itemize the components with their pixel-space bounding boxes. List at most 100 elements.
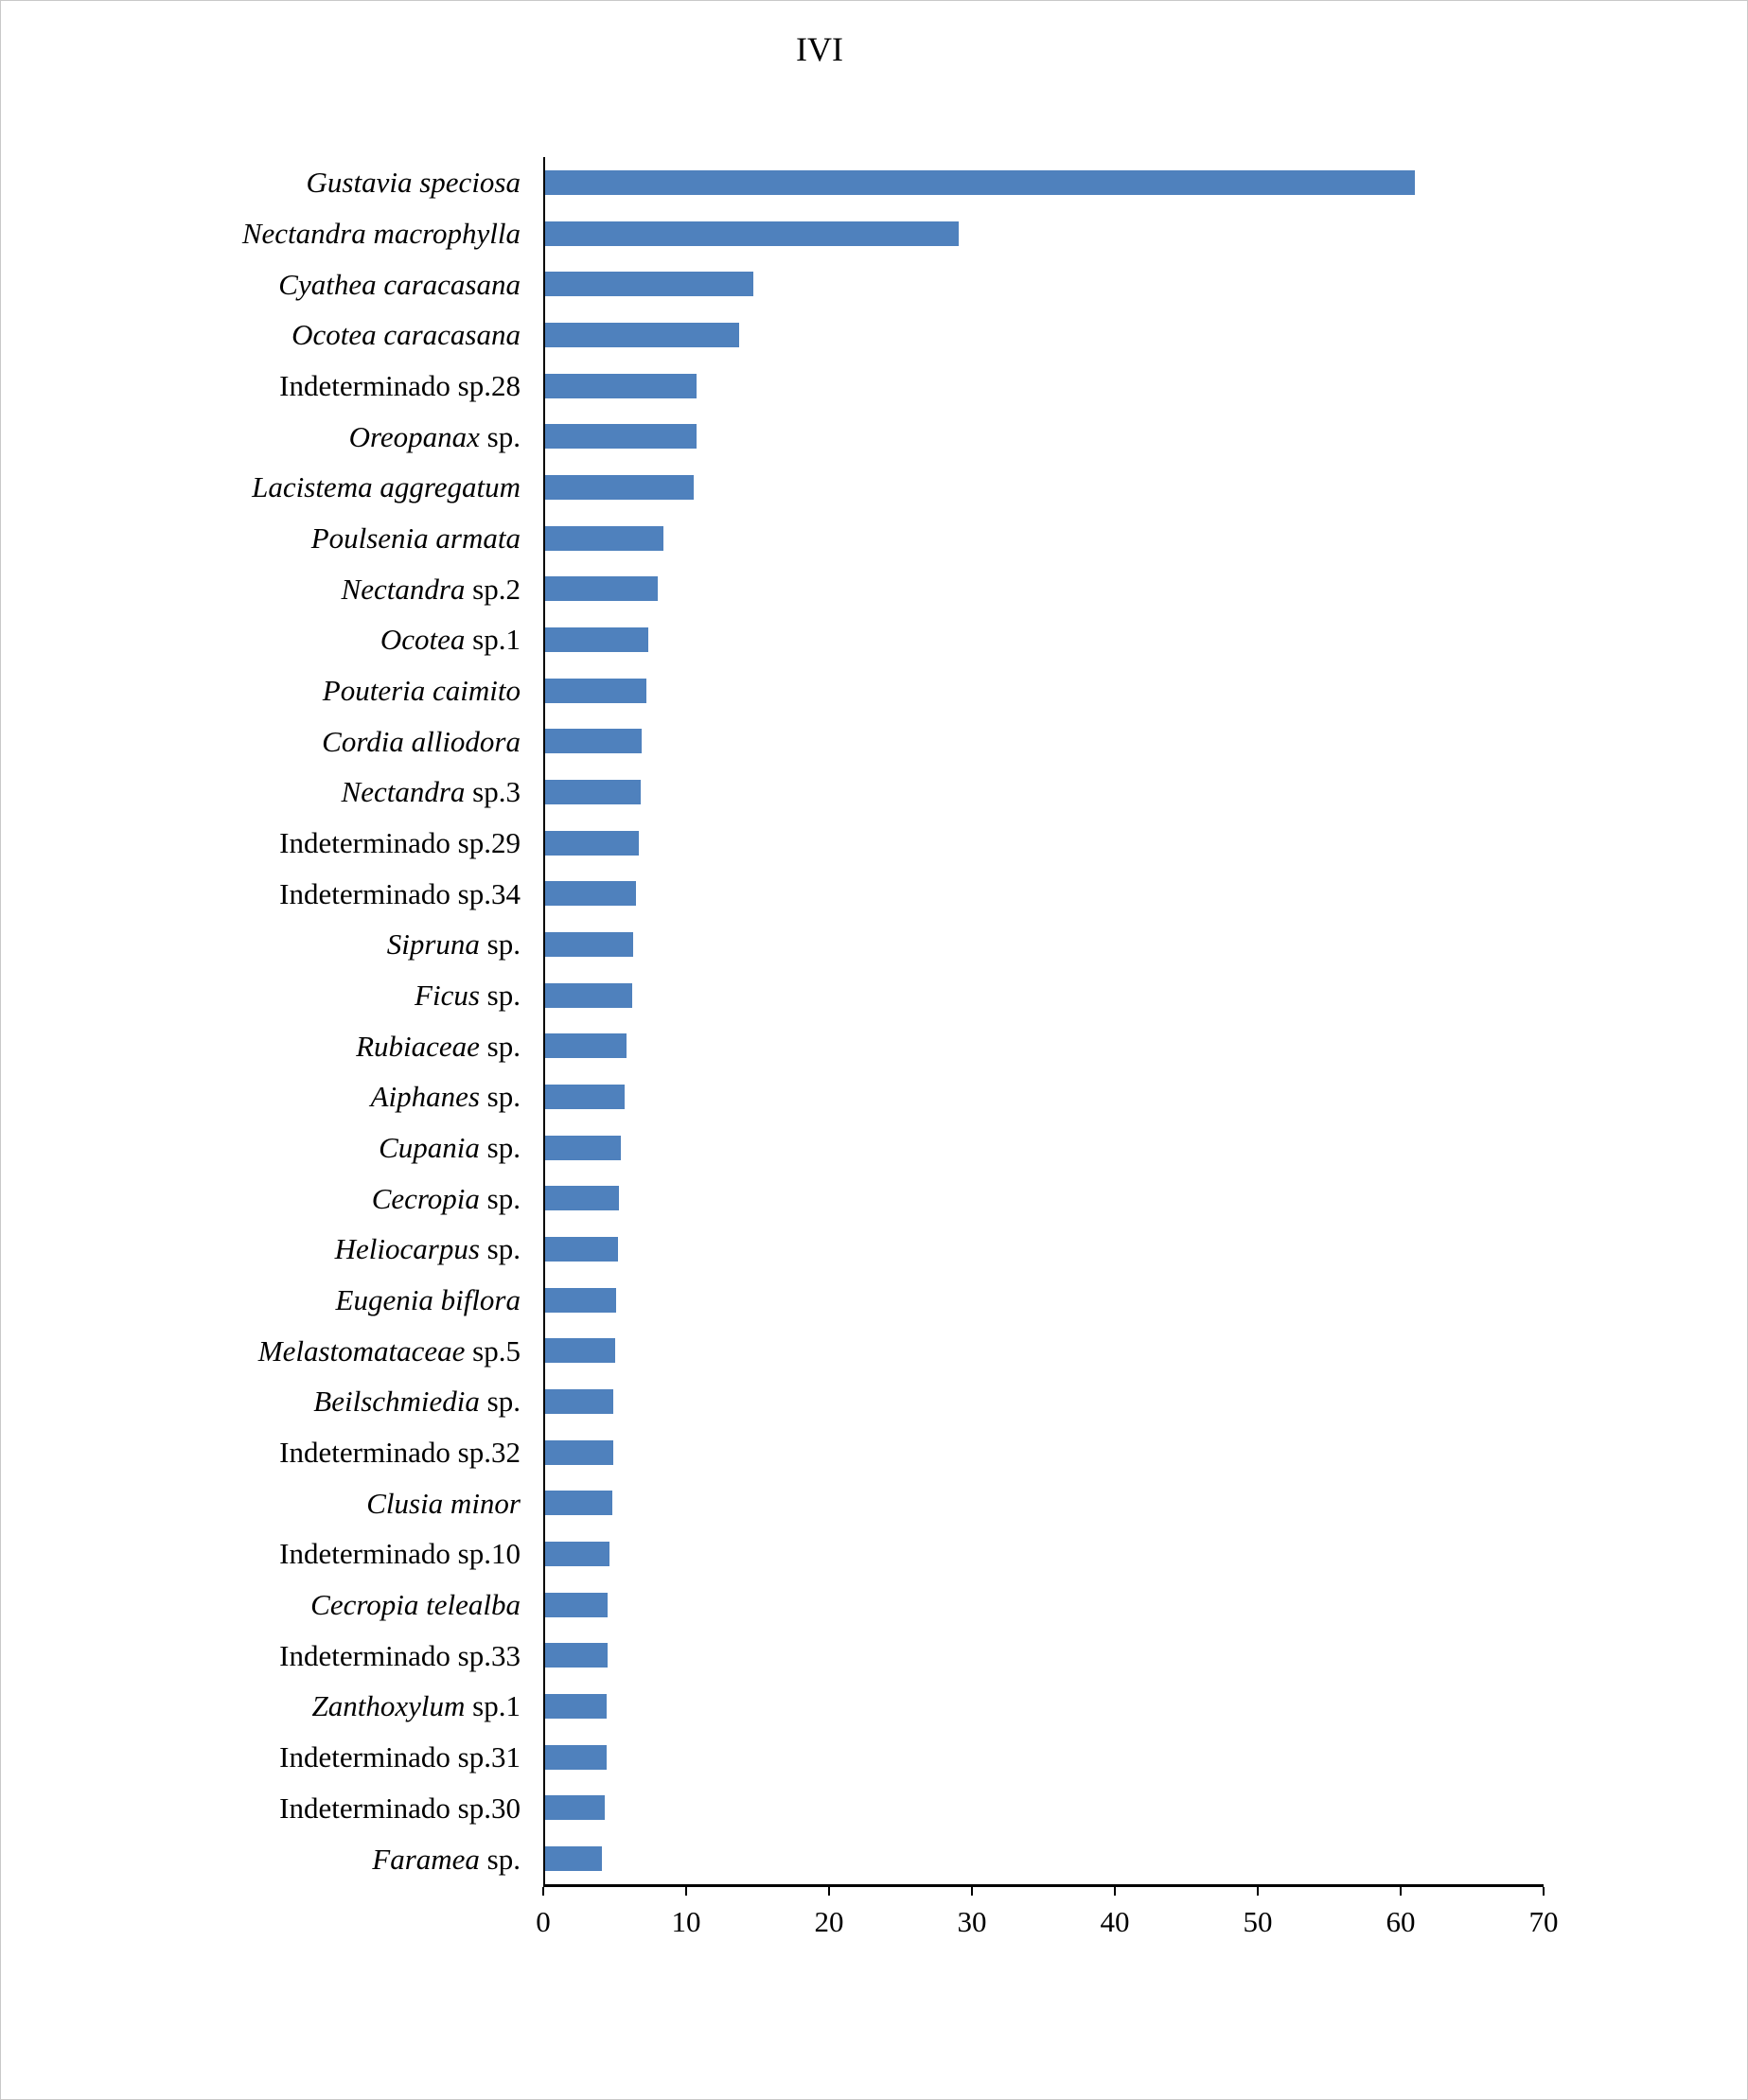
x-tick-mark [971,1887,973,1896]
bar-row: Nectandra sp.2 [342,563,1544,614]
bar [545,221,960,246]
bar [545,1287,617,1313]
bar [545,729,643,754]
category-label: Cupania sp. [379,1133,521,1162]
category-label-italic-part: Ocotea caracasana [291,318,521,352]
bar-row: Faramea sp. [372,1833,1544,1884]
category-label-italic-part: Cecropia [371,1181,480,1215]
bar [545,1186,620,1211]
bar-row: Beilschmiedia sp. [313,1376,1544,1427]
category-label-italic-part: Pouteria caimito [322,674,521,708]
bar [545,576,659,602]
category-label: Nectandra sp.2 [342,574,521,604]
category-label: Ocotea caracasana [291,320,521,349]
bar-row: Nectandra macrophylla [242,208,1544,259]
bar-row: Poulsenia armata [311,513,1544,564]
category-label-plain-part: sp. [479,1029,521,1063]
bar-row: Heliocarpus sp. [335,1224,1544,1275]
category-label: Indeterminado sp.32 [279,1438,521,1467]
category-label: Indeterminado sp.29 [279,828,521,857]
bar [545,169,1416,195]
chart-title: IVI [796,30,843,68]
category-label: Cordia alliodora [322,727,521,756]
bar-row: Indeterminado sp.29 [279,818,1544,869]
bar [545,982,632,1008]
category-label: Indeterminado sp.34 [279,879,521,909]
bar-row: Cupania sp. [379,1122,1544,1174]
bar [545,1388,614,1414]
bars-container: Gustavia speciosa Nectandra macrophylla Cy… [242,157,1544,1884]
category-label-italic-part: Melastomataceae [257,1333,466,1368]
bar [545,1744,607,1770]
category-label-italic-part: Nectandra [341,775,466,809]
category-label-italic-part: Sipruna [386,927,480,962]
category-label-plain-part: sp.1 [465,623,521,657]
bar-row: Sipruna sp. [387,919,1544,970]
category-label: Indeterminado sp.28 [279,371,521,400]
category-label: Gustavia speciosa [307,168,521,197]
category-label-italic-part: Cupania [379,1131,480,1165]
category-label-plain-part: Indeterminado sp.34 [279,876,521,910]
category-label: Ficus sp. [415,980,521,1010]
category-label-italic-part: Eugenia biflora [335,1283,521,1317]
category-label: Indeterminado sp.31 [279,1742,521,1772]
bar-row: Indeterminado sp.28 [279,361,1544,412]
bar-row: Eugenia biflora [336,1275,1544,1326]
category-label-italic-part: Faramea [372,1842,480,1876]
category-label: Cecropia telealba [310,1590,521,1619]
category-label-italic-part: Lacistema aggregatum [252,470,521,504]
category-label-plain-part: Indeterminado sp.10 [279,1537,521,1571]
x-tick-label: 30 [957,1905,987,1938]
bar-row: Zanthoxylum sp.1 [312,1681,1544,1732]
bar-row: Cordia alliodora [322,715,1544,767]
category-label: Poulsenia armata [311,523,521,553]
x-tick-label: 40 [1100,1905,1130,1938]
category-label-plain-part: Indeterminado sp.29 [279,826,521,860]
x-tick-label: 0 [536,1905,551,1938]
bar [545,373,697,398]
category-label-italic-part: Ocotea [380,623,466,657]
category-label: Zanthoxylum sp.1 [312,1691,521,1721]
bar-row: Indeterminado sp.32 [279,1427,1544,1478]
bar-row: Indeterminado sp.34 [279,868,1544,919]
category-label-plain-part: sp. [479,979,521,1013]
x-axis: 0 10 20 30 40 50 60 70 [536,1884,1559,1950]
bar [545,931,634,957]
bar [545,1592,609,1617]
bar [545,1795,606,1821]
category-label-plain-part: Indeterminado sp.33 [279,1638,521,1672]
bar [545,881,637,907]
category-label-italic-part: Clusia minor [366,1486,521,1520]
category-label-plain-part: sp. [479,419,521,453]
bar [545,1643,609,1668]
category-label-italic-part: Cordia alliodora [322,724,521,758]
bar [545,1135,621,1160]
category-label: Rubiaceae sp. [356,1032,521,1061]
x-tick-label: 10 [671,1905,701,1938]
bar [545,1693,607,1719]
bar-row: Gustavia speciosa [307,157,1544,208]
bar-row: Ocotea caracasana [291,309,1544,361]
category-label: Indeterminado sp.30 [279,1793,521,1823]
bar [545,678,646,703]
x-tick-label: 70 [1528,1905,1559,1938]
category-label: Pouteria caimito [323,676,521,705]
bar-row: Rubiaceae sp. [356,1020,1544,1071]
category-label: Heliocarpus sp. [335,1234,521,1263]
category-label: Clusia minor [366,1489,521,1518]
bar-row: Nectandra sp.3 [342,767,1544,818]
bar [545,1236,618,1262]
category-label-plain-part: sp. [479,1842,521,1876]
category-label: Melastomataceae sp.5 [258,1336,521,1366]
category-label-plain-part: sp.1 [465,1689,521,1723]
x-tick-mark [542,1887,544,1896]
bar [545,1439,614,1465]
bar [545,474,694,500]
bar-row: Lacistema aggregatum [252,462,1544,513]
x-tick-mark [1114,1887,1116,1896]
bar [545,1084,626,1109]
x-tick-mark [1543,1887,1545,1896]
bar-row: Ficus sp. [415,970,1544,1021]
bar-row: Aiphanes sp. [371,1071,1544,1122]
